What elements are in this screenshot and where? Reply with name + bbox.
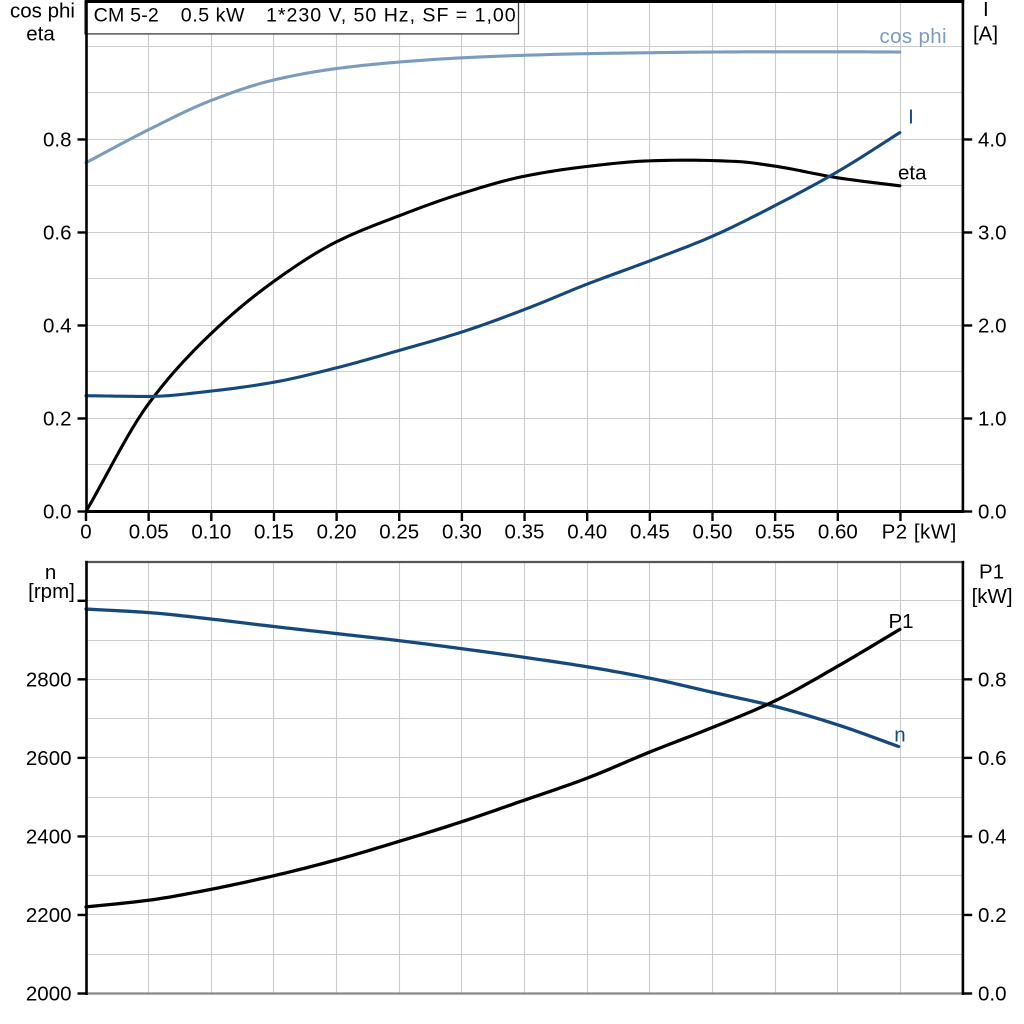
svg-text:0.60: 0.60 — [818, 520, 858, 543]
svg-text:P2 [kW]: P2 [kW] — [882, 520, 957, 543]
svg-text:[A]: [A] — [973, 23, 998, 46]
svg-text:0.4: 0.4 — [978, 826, 1007, 849]
svg-text:0.45: 0.45 — [630, 520, 670, 543]
svg-text:[kW]: [kW] — [972, 585, 1013, 608]
svg-text:2800: 2800 — [26, 669, 72, 692]
svg-text:3.0: 3.0 — [978, 222, 1007, 245]
svg-text:n: n — [894, 724, 905, 747]
svg-text:0.05: 0.05 — [129, 520, 169, 543]
svg-text:2.0: 2.0 — [978, 315, 1007, 338]
svg-text:cos phi: cos phi — [10, 0, 75, 23]
svg-text:P1: P1 — [889, 610, 914, 633]
svg-text:I: I — [908, 106, 914, 129]
svg-text:0.10: 0.10 — [191, 520, 231, 543]
svg-text:0.0: 0.0 — [43, 501, 72, 524]
svg-text:n: n — [45, 561, 56, 584]
svg-text:2600: 2600 — [26, 747, 72, 770]
svg-text:0.2: 0.2 — [978, 904, 1007, 927]
svg-text:P1: P1 — [979, 561, 1004, 584]
svg-text:1*230 V, 50 Hz, SF = 1,00: 1*230 V, 50 Hz, SF = 1,00 — [266, 5, 517, 27]
svg-text:CM 5-2: CM 5-2 — [94, 5, 159, 27]
svg-text:0.55: 0.55 — [755, 520, 795, 543]
svg-text:0.8: 0.8 — [978, 669, 1007, 692]
svg-text:2000: 2000 — [26, 983, 72, 1006]
svg-text:0.6: 0.6 — [978, 747, 1007, 770]
svg-text:2200: 2200 — [26, 904, 72, 927]
svg-text:0.8: 0.8 — [43, 129, 72, 152]
svg-text:cos phi: cos phi — [880, 25, 947, 48]
svg-text:0.2: 0.2 — [43, 408, 72, 431]
svg-text:0.30: 0.30 — [442, 520, 482, 543]
svg-text:eta: eta — [26, 23, 55, 46]
svg-text:eta: eta — [898, 162, 927, 185]
svg-text:[rpm]: [rpm] — [28, 580, 75, 603]
svg-text:0.4: 0.4 — [43, 315, 72, 338]
svg-text:I: I — [983, 0, 989, 21]
svg-text:0.0: 0.0 — [978, 983, 1007, 1006]
svg-text:0.20: 0.20 — [317, 520, 357, 543]
svg-text:4.0: 4.0 — [978, 129, 1007, 152]
svg-text:0.35: 0.35 — [505, 520, 545, 543]
svg-text:0.15: 0.15 — [254, 520, 294, 543]
svg-text:0.5 kW: 0.5 kW — [181, 5, 245, 27]
svg-text:1.0: 1.0 — [978, 408, 1007, 431]
svg-text:0.0: 0.0 — [978, 501, 1007, 524]
svg-text:0: 0 — [80, 520, 91, 543]
svg-text:0.6: 0.6 — [43, 222, 72, 245]
svg-text:0.50: 0.50 — [693, 520, 733, 543]
svg-text:0.25: 0.25 — [379, 520, 419, 543]
svg-text:2400: 2400 — [26, 826, 72, 849]
svg-text:0.40: 0.40 — [567, 520, 607, 543]
